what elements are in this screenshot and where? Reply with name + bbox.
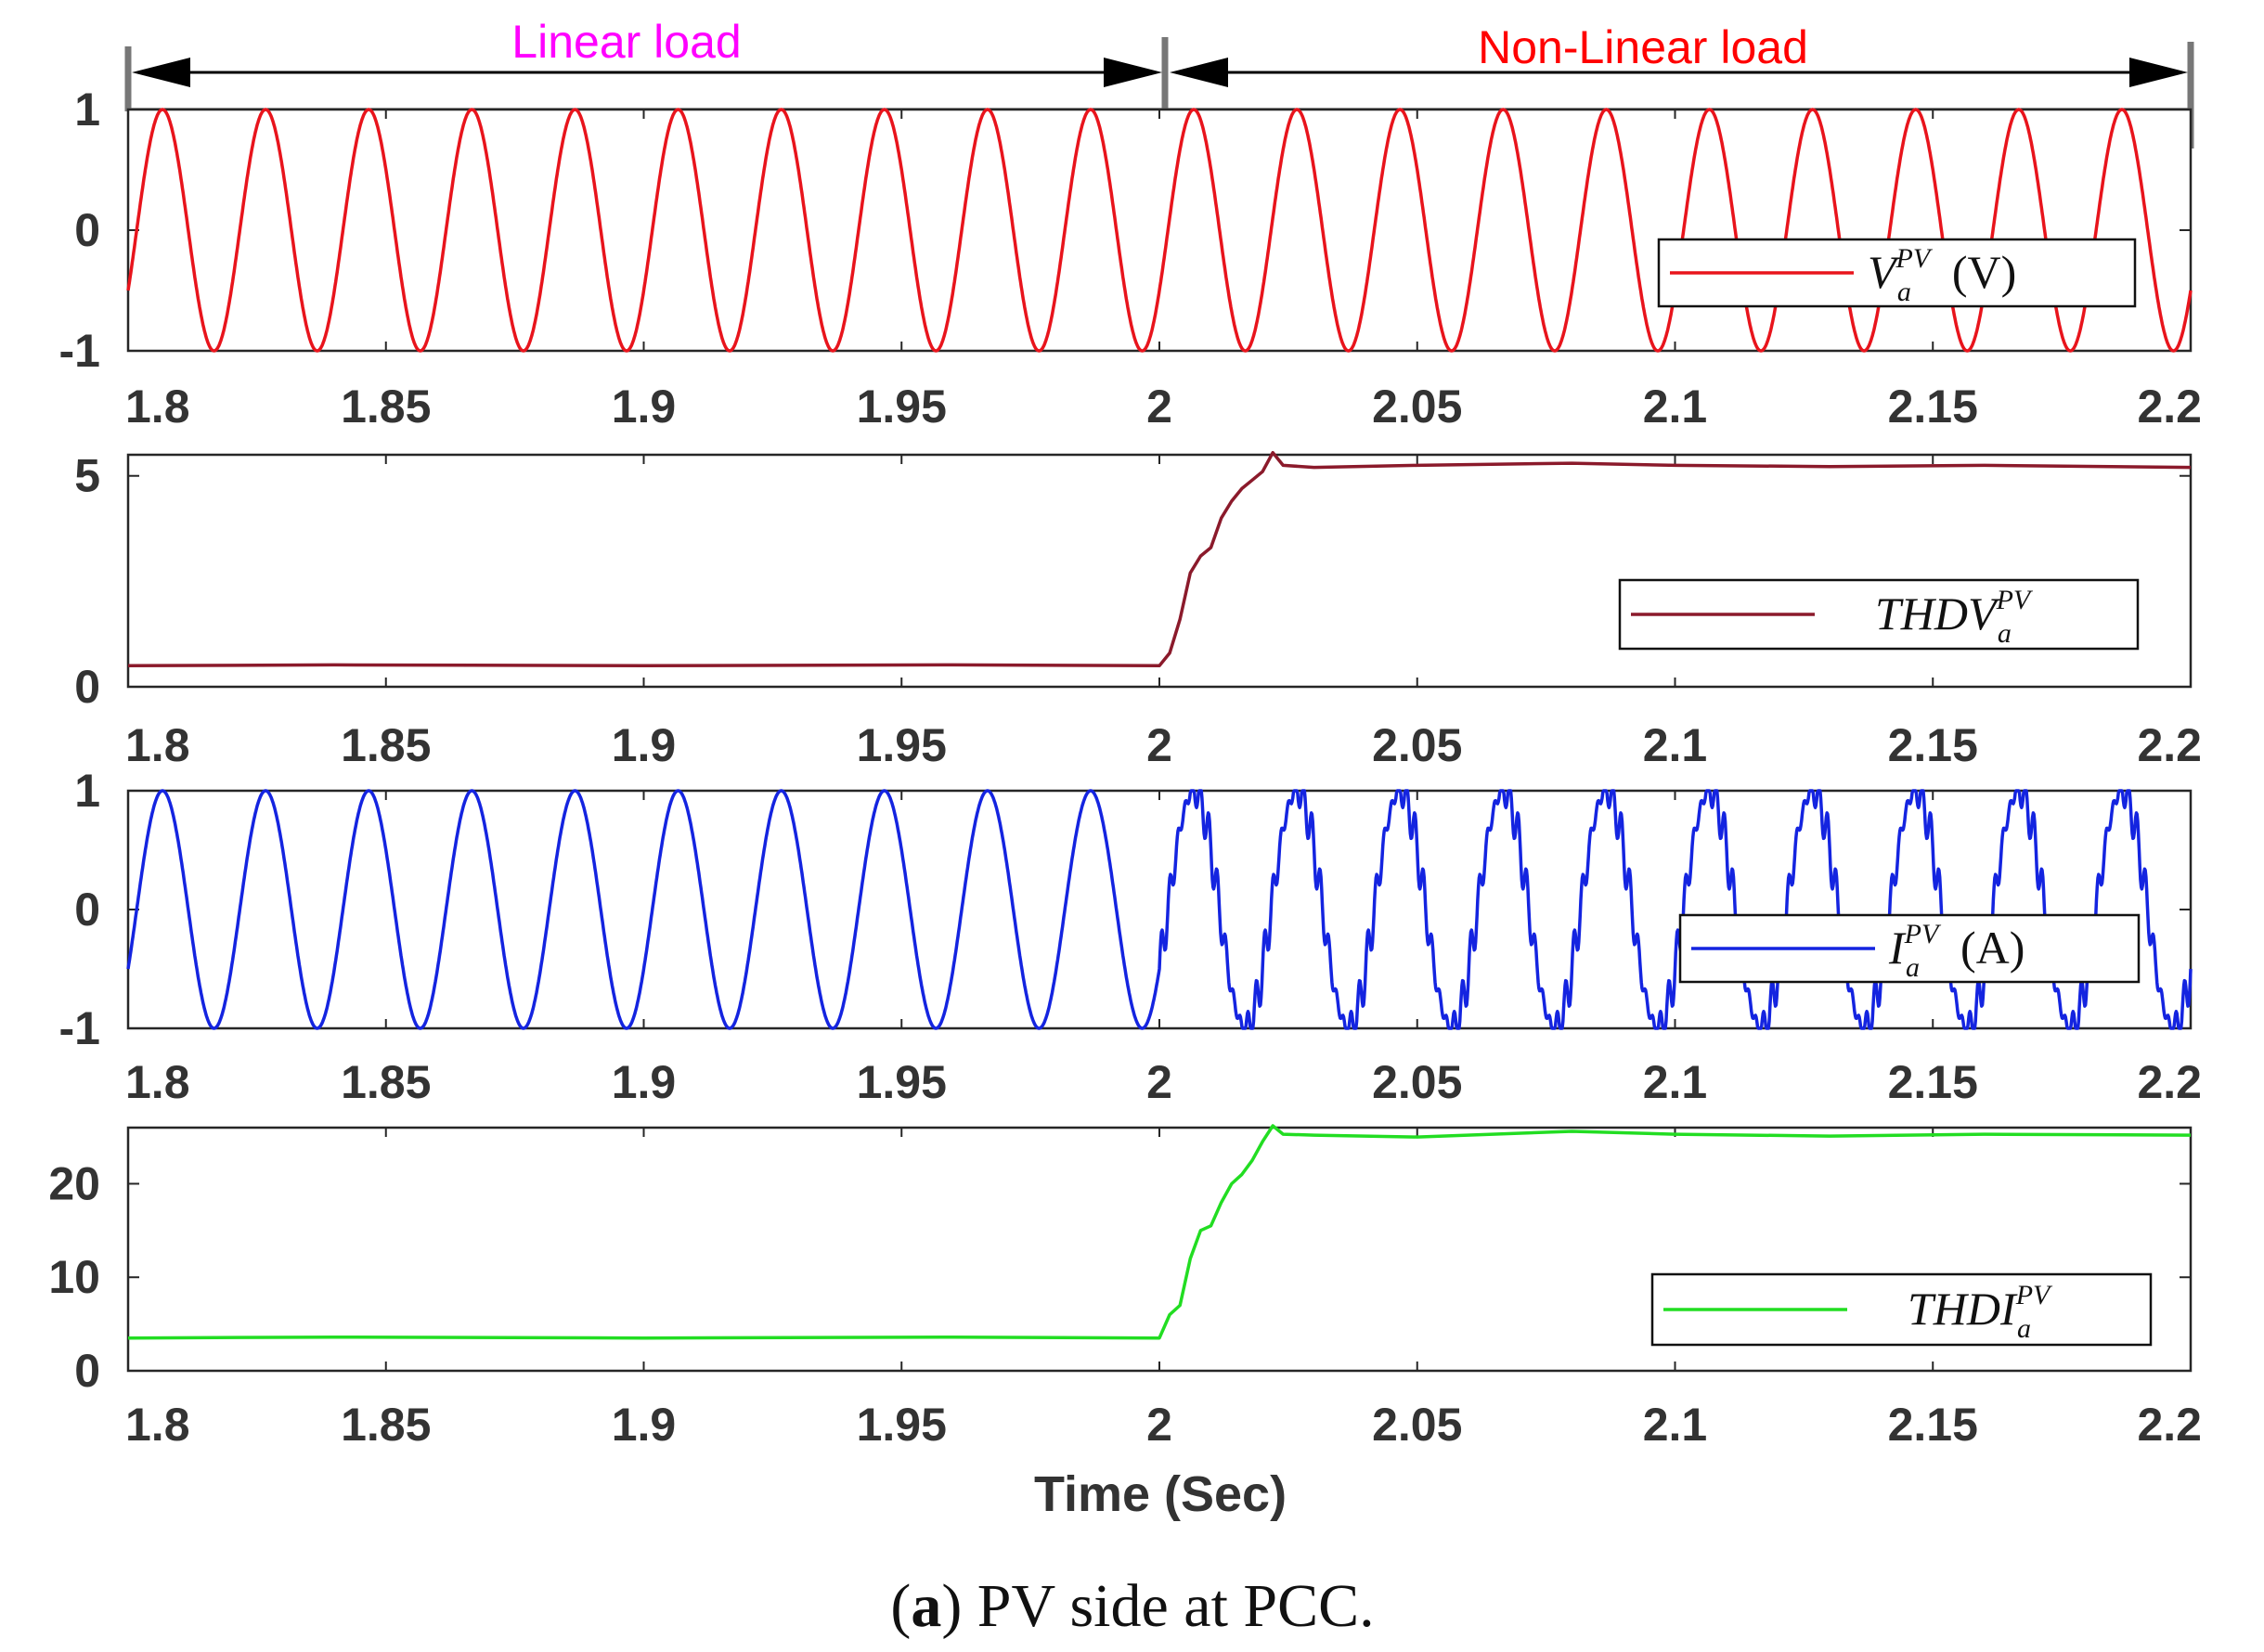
x-tick-label: 1.8: [125, 719, 190, 771]
y-tick-label: 0: [74, 884, 100, 936]
x-tick-label: 1.8: [125, 1056, 190, 1108]
legend: VPV a (V): [1657, 238, 2137, 308]
x-tick-label: 2.05: [1372, 1399, 1462, 1451]
x-tick-label: 1.9: [612, 381, 677, 432]
x-tick-label: 2.15: [1888, 719, 1978, 771]
legend-box: [1657, 238, 2137, 308]
x-tick-label: 1.85: [341, 381, 431, 432]
legend-unit: (A): [1960, 922, 2025, 974]
x-tick-label: 2: [1146, 1056, 1172, 1108]
chart-panel-4: 1.8 1.85 1.9 1.95 2 2.05 2.1 2.15 2.2 20 10 0 THDIPV…: [48, 1124, 2202, 1451]
caption-close-paren: ): [941, 1572, 962, 1640]
y-tick-label: -1: [59, 1002, 100, 1054]
nonlinear-load-arrow-right-head: [2129, 58, 2188, 87]
x-tick-label: 1.9: [612, 1056, 677, 1108]
legend-box: [1618, 578, 2140, 651]
linear-load-arrow-right-head: [1104, 58, 1162, 87]
x-tick-label: 2.2: [2137, 719, 2202, 771]
series-line: [127, 450, 2192, 668]
x-axis-label: Time (Sec): [1034, 1466, 1287, 1522]
y-tick-label: 10: [48, 1251, 100, 1303]
x-tick-label: 1.85: [341, 1399, 431, 1451]
y-tick-label: 1: [74, 84, 100, 136]
x-tick-label: 1.8: [125, 1399, 190, 1451]
x-tick-label: 1.9: [612, 719, 677, 771]
y-tick-label: 20: [48, 1157, 100, 1209]
x-tick-label: 1.95: [857, 381, 947, 432]
x-tick-label: 2.15: [1888, 1399, 1978, 1451]
y-tick-label: 0: [74, 1345, 100, 1397]
y-tick-label: 5: [74, 450, 100, 502]
series-line: [127, 1124, 2192, 1340]
legend-symbol: I: [1888, 922, 1907, 974]
x-tick-label: 2.05: [1372, 381, 1462, 432]
legend-label: VPV a (V): [1868, 243, 2016, 307]
plot-area: [126, 453, 2193, 689]
y-tick-label: 0: [74, 204, 100, 256]
x-tick-label: 2.05: [1372, 1056, 1462, 1108]
x-tick-label: 2.1: [1643, 1056, 1708, 1108]
plot-area: [126, 108, 2193, 353]
x-tick-label: 2.05: [1372, 719, 1462, 771]
legend-subscript: a: [2017, 1313, 2031, 1344]
x-tick-label: 1.95: [857, 1399, 947, 1451]
caption-text: PV side at PCC.: [962, 1572, 1374, 1640]
legend-symbol: THDI: [1908, 1283, 2018, 1335]
nonlinear-load-arrow-left-head: [1170, 58, 1228, 87]
x-tick-label: 1.8: [125, 381, 190, 432]
x-tick-label: 2.1: [1643, 719, 1708, 771]
x-tick-label: 1.95: [857, 719, 947, 771]
legend-label: THDVPV a: [1875, 585, 2034, 649]
caption-open-paren: (: [890, 1572, 911, 1640]
x-tick-label: 1.9: [612, 1399, 677, 1451]
legend: THDVPV a: [1618, 578, 2140, 651]
figure-caption: (a) PV side at PCC.: [890, 1572, 1374, 1640]
x-tick-label: 2.15: [1888, 1056, 1978, 1108]
y-tick-label: -1: [59, 325, 100, 377]
legend-unit: (V): [1952, 246, 2016, 298]
nonlinear-load-label: Non-Linear load: [1478, 21, 1808, 73]
chart-panel-2: 1.8 1.85 1.9 1.95 2 2.05 2.1 2.15 2.2 5 0 THDVPV a: [74, 450, 2202, 771]
x-tick-label: 1.95: [857, 1056, 947, 1108]
x-tick-label: 2.2: [2137, 381, 2202, 432]
x-tick-label: 2.1: [1643, 381, 1708, 432]
x-tick-label: 2: [1146, 381, 1172, 432]
legend: IPV a (A): [1678, 913, 2141, 984]
caption-letter: a: [911, 1572, 941, 1640]
y-tick-label: 1: [74, 765, 100, 817]
legend: THDIPV a: [1650, 1272, 2153, 1347]
legend-symbol: V: [1868, 246, 1901, 298]
x-tick-label: 2.2: [2137, 1056, 2202, 1108]
x-tick-label: 2.1: [1643, 1399, 1708, 1451]
legend-symbol: THDV: [1875, 587, 2001, 639]
linear-load-arrow-left-head: [132, 58, 190, 87]
x-tick-label: 1.85: [341, 719, 431, 771]
y-tick-label: 0: [74, 661, 100, 713]
legend-subscript: a: [1906, 952, 1920, 983]
legend-subscript: a: [1897, 277, 1911, 307]
x-tick-label: 2: [1146, 1399, 1172, 1451]
x-tick-label: 2: [1146, 719, 1172, 771]
legend-subscript: a: [1998, 618, 2012, 649]
x-tick-label: 1.85: [341, 1056, 431, 1108]
x-tick-label: 2.15: [1888, 381, 1978, 432]
x-tick-label: 2.2: [2137, 1399, 2202, 1451]
linear-load-label: Linear load: [511, 16, 741, 68]
load-annotation: Linear load Non-Linear load: [124, 16, 2194, 148]
